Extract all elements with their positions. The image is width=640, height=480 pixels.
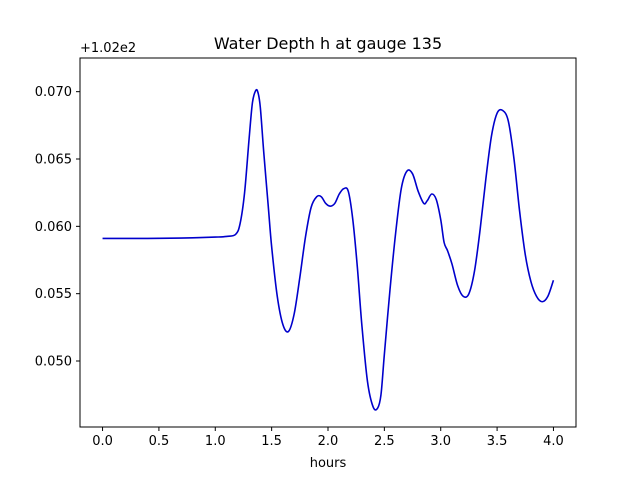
y-tick-label: 0.060 xyxy=(35,220,72,235)
y-tick-label: 0.050 xyxy=(35,355,72,370)
x-axis-label: hours xyxy=(310,456,347,471)
x-tick-label: 0.5 xyxy=(149,434,170,449)
x-tick-label: 0.0 xyxy=(92,434,113,449)
x-tick-label: 2.0 xyxy=(318,434,339,449)
axis-ticks: 0.0 0.5 1.0 1.5 2.0 2.5 3.0 3.5 4.0 0.050 0.055 0.0… xyxy=(35,85,564,449)
x-tick-label: 1.5 xyxy=(261,434,282,449)
x-tick-label: 3.0 xyxy=(430,434,451,449)
y-tick-label: 0.070 xyxy=(35,85,72,100)
y-tick-label: 0.055 xyxy=(35,287,72,302)
depth-series-line xyxy=(102,88,555,411)
x-tick-label: 4.0 xyxy=(543,434,564,449)
y-offset-label: +1.02e2 xyxy=(80,41,136,56)
x-tick-label: 3.5 xyxy=(487,434,508,449)
y-tick-label: 0.065 xyxy=(35,153,72,168)
chart-title: Water Depth h at gauge 135 xyxy=(214,34,442,53)
x-tick-label: 1.0 xyxy=(205,434,226,449)
x-tick-label: 2.5 xyxy=(374,434,395,449)
plot-frame xyxy=(79,57,577,428)
plot-lines xyxy=(102,88,555,411)
